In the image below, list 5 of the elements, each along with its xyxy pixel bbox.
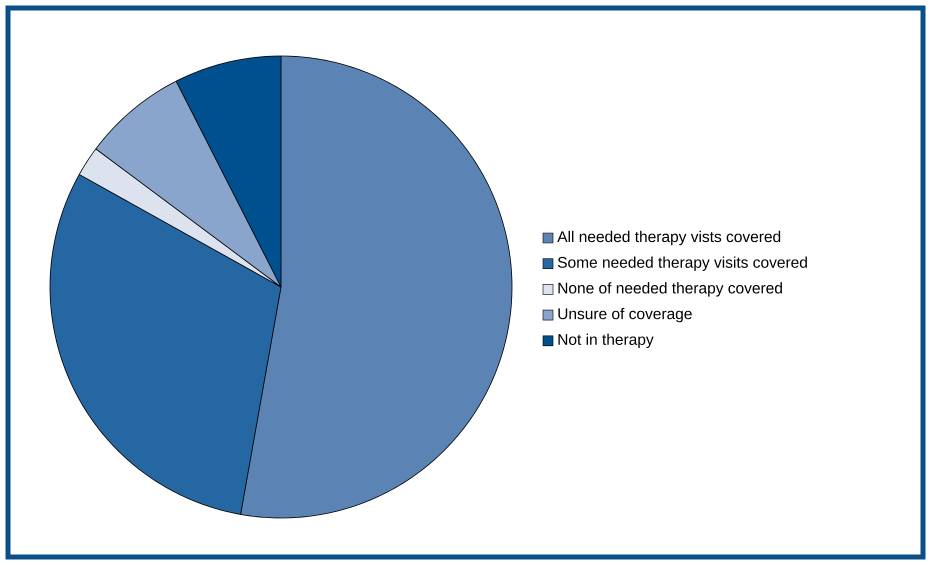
legend-label: All needed therapy vists covered xyxy=(557,230,780,246)
legend-label: Some needed therapy visits covered xyxy=(558,256,807,271)
legend-label: Not in therapy xyxy=(558,334,654,348)
legend-label: Unsure of coverage xyxy=(558,308,692,322)
legend-label: None of needed therapy covered xyxy=(558,282,782,297)
